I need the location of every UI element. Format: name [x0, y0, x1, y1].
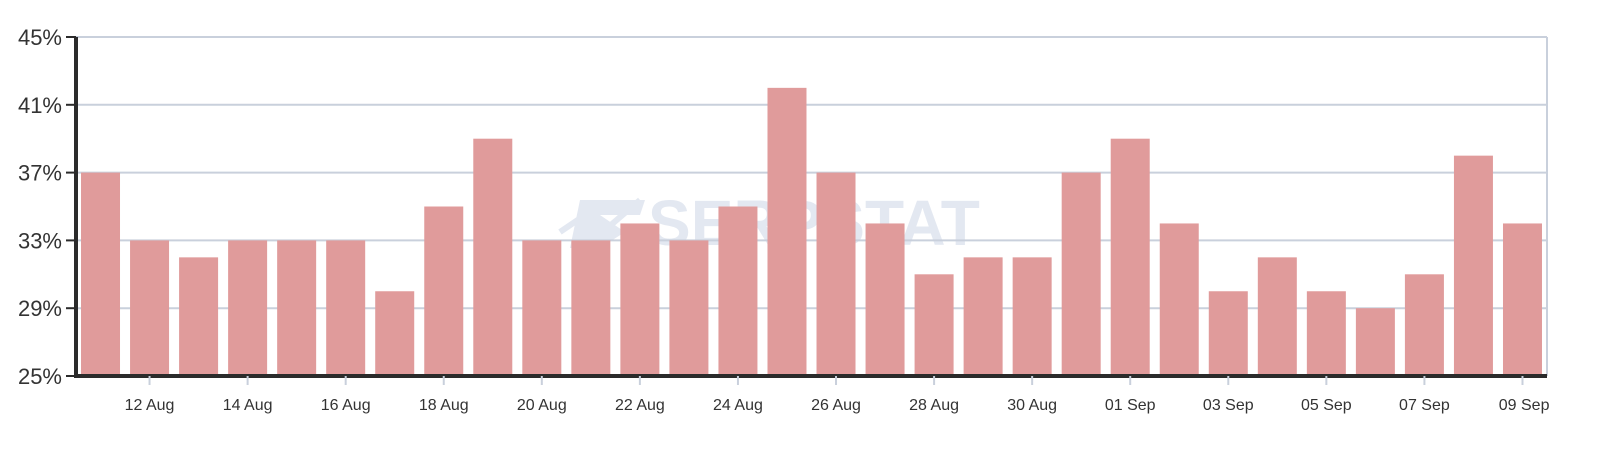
bar[interactable]: [1012, 257, 1052, 376]
bar[interactable]: [522, 240, 562, 376]
bar[interactable]: [277, 240, 317, 376]
x-tick-label: 28 Aug: [909, 397, 959, 414]
bar[interactable]: [571, 240, 611, 376]
bar[interactable]: [1061, 172, 1101, 376]
x-axis-ticks: 12 Aug 14 Aug 16 Aug 18 Aug 20 Aug 22 Aug 24 A…: [125, 376, 1550, 414]
y-tick-label: 25%: [18, 364, 62, 389]
x-tick-label: 05 Sep: [1301, 397, 1352, 414]
y-tick-label: 29%: [18, 296, 62, 321]
bar[interactable]: [473, 138, 513, 376]
bar[interactable]: [767, 87, 807, 376]
x-tick-label: 18 Aug: [419, 397, 469, 414]
bar[interactable]: [375, 291, 415, 376]
bar[interactable]: [1502, 223, 1542, 376]
bar[interactable]: [81, 172, 121, 376]
bar[interactable]: [620, 223, 660, 376]
y-tick-label: 33%: [18, 228, 62, 253]
bar[interactable]: [1159, 223, 1199, 376]
bar[interactable]: [1257, 257, 1297, 376]
bar[interactable]: [424, 206, 464, 377]
bar[interactable]: [130, 240, 170, 376]
x-tick-label: 09 Sep: [1499, 397, 1550, 414]
bar[interactable]: [816, 172, 856, 376]
bar[interactable]: [228, 240, 268, 376]
y-tick-label: 41%: [18, 93, 62, 118]
x-tick-label: 12 Aug: [125, 397, 175, 414]
bar[interactable]: [669, 240, 709, 376]
y-axis-ticks: 25% 29% 33% 37% 41% 45%: [18, 25, 76, 389]
bar[interactable]: [914, 274, 954, 376]
bar[interactable]: [1453, 155, 1493, 376]
x-tick-label: 14 Aug: [223, 397, 273, 414]
x-tick-label: 26 Aug: [811, 397, 861, 414]
x-tick-label: 01 Sep: [1105, 397, 1156, 414]
bars: [81, 87, 1542, 377]
y-tick-label: 37%: [18, 161, 62, 186]
bar[interactable]: [179, 257, 219, 376]
serpstat-logo-icon: [558, 197, 645, 248]
x-tick-label: 20 Aug: [517, 397, 567, 414]
bar[interactable]: [865, 223, 905, 376]
x-tick-label: 24 Aug: [713, 397, 763, 414]
bar[interactable]: [1355, 308, 1395, 376]
bar[interactable]: [326, 240, 366, 376]
bar[interactable]: [1208, 291, 1248, 376]
bar[interactable]: [1110, 138, 1150, 376]
x-tick-label: 16 Aug: [321, 397, 371, 414]
axes: [74, 37, 1547, 378]
bar[interactable]: [963, 257, 1003, 376]
bar[interactable]: [1404, 274, 1444, 376]
bar[interactable]: [718, 206, 758, 377]
x-tick-label: 22 Aug: [615, 397, 665, 414]
bar[interactable]: [1306, 291, 1346, 376]
y-tick-label: 45%: [18, 25, 62, 50]
x-tick-label: 03 Sep: [1203, 397, 1254, 414]
x-tick-label: 30 Aug: [1007, 397, 1057, 414]
x-tick-label: 07 Sep: [1399, 397, 1450, 414]
